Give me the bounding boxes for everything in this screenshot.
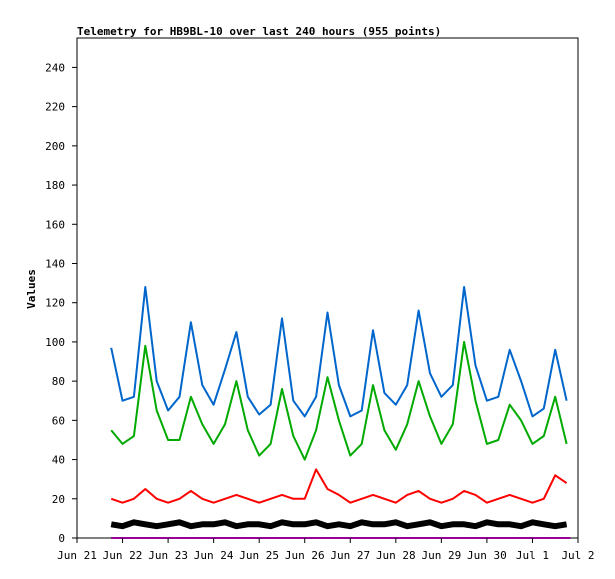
x-tick-label: Jun 22	[103, 549, 143, 562]
series-line-1	[110, 340, 568, 461]
y-tick-label: 40	[52, 454, 65, 467]
y-tick-label: 140	[45, 257, 65, 270]
y-axis: 0 20 40 60 80 100 120 140 160 180 200 220 240	[45, 61, 77, 545]
plot-frame	[76, 37, 579, 539]
x-tick-label: Jun 21	[57, 549, 97, 562]
y-tick-label: 240	[45, 61, 65, 74]
series-line-0	[110, 286, 568, 418]
x-tick-label: Jun 27	[330, 549, 370, 562]
x-axis: Jun 21 Jun 22 Jun 23 Jun 24 Jun 25 Jun 26 Jun …	[57, 538, 595, 562]
y-tick-label: 80	[52, 375, 65, 388]
y-tick-label: 220	[45, 101, 65, 114]
y-tick-label: 200	[45, 140, 65, 153]
series-line-3	[110, 519, 568, 530]
x-tick-label: Jun 24	[194, 549, 234, 562]
y-tick-label: 60	[52, 414, 65, 427]
chart-title: Telemetry for HB9BL-10 over last 240 hou…	[77, 25, 441, 38]
series-line-2	[110, 468, 568, 504]
y-tick-label: 20	[52, 493, 65, 506]
series-layer	[110, 286, 571, 539]
y-tick-label: 120	[45, 297, 65, 310]
y-axis-label: Values	[25, 269, 38, 309]
x-tick-label: Jun 29	[421, 549, 461, 562]
y-tick-label: 180	[45, 179, 65, 192]
x-tick-label: Jun 23	[148, 549, 188, 562]
x-tick-label: Jun 25	[239, 549, 279, 562]
x-tick-label: Jul 1	[516, 549, 549, 562]
y-tick-label: 160	[45, 218, 65, 231]
y-tick-label: 100	[45, 336, 65, 349]
x-tick-label: Jul 2	[561, 549, 594, 562]
y-tick-label: 0	[58, 532, 65, 545]
x-tick-label: Jun 26	[285, 549, 325, 562]
x-tick-label: Jun 30	[467, 549, 507, 562]
x-tick-label: Jun 28	[376, 549, 416, 562]
